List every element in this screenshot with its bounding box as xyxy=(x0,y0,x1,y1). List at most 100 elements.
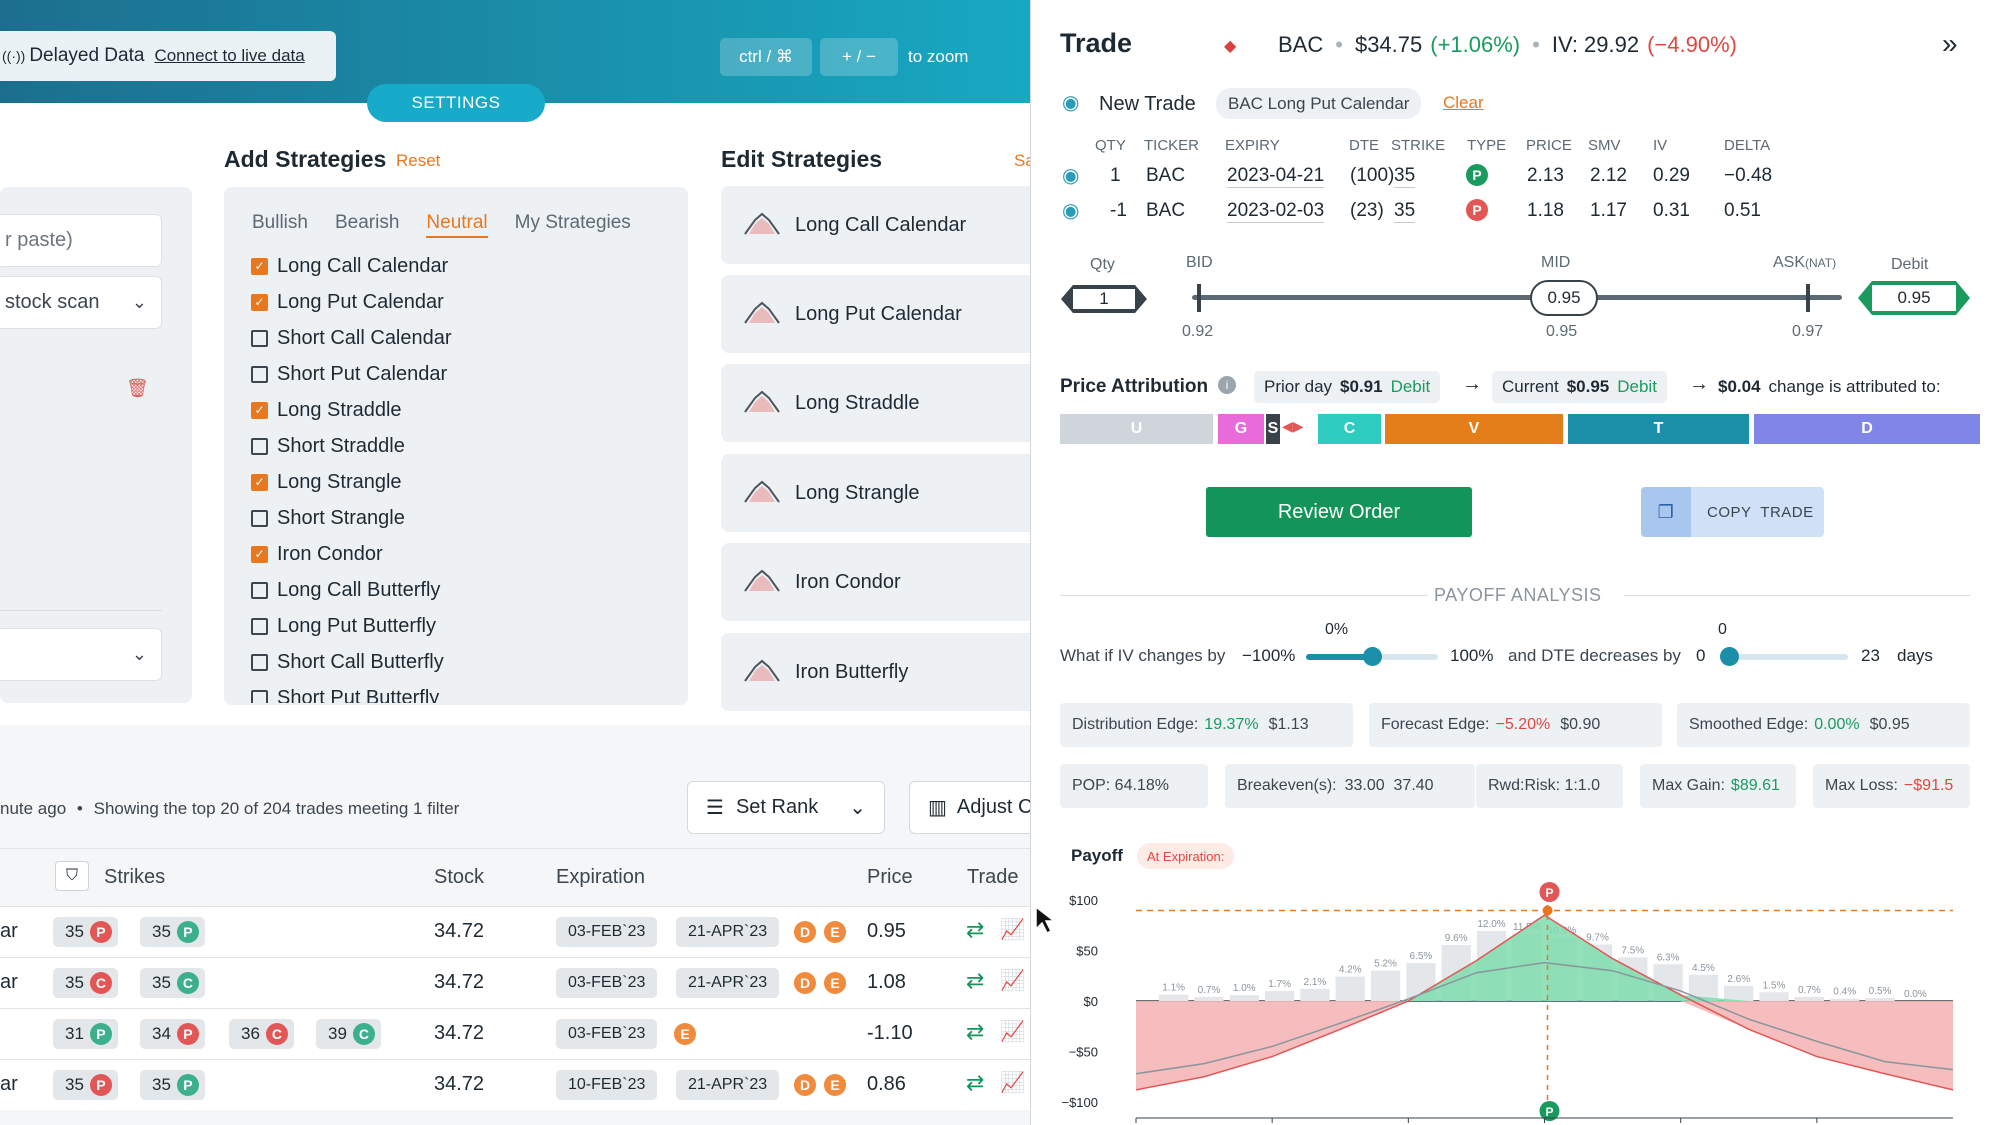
iv-slider-thumb[interactable] xyxy=(1363,647,1382,666)
edit-strategy-card[interactable]: Iron Butterfly xyxy=(721,633,1041,711)
collapse-icon[interactable]: » xyxy=(1942,28,1958,59)
chart-icon[interactable]: 📈 xyxy=(1000,1021,1025,1043)
set-rank-button[interactable]: ☰ Set Rank ⌄ xyxy=(687,781,885,834)
search-input[interactable]: r paste) xyxy=(0,214,162,267)
save-link[interactable]: Sa xyxy=(1014,151,1035,170)
leg-strike[interactable]: 35 xyxy=(1394,165,1416,188)
edit-strategy-card[interactable]: Iron Condor xyxy=(721,543,1041,621)
checkbox[interactable] xyxy=(251,365,268,383)
strategy-option[interactable]: Long Put Butterfly xyxy=(251,608,671,644)
connect-live-link[interactable]: Connect to live data xyxy=(154,46,305,65)
trash-icon[interactable]: 🗑 xyxy=(126,378,149,398)
leg-expiry[interactable]: 2023-02-03 xyxy=(1227,200,1325,223)
col-expiration[interactable]: Expiration xyxy=(556,866,645,888)
checkbox[interactable] xyxy=(251,437,268,455)
checkbox[interactable]: ✓ xyxy=(251,257,268,275)
copy-trade-button[interactable]: ❐ COPY TRADE xyxy=(1641,487,1824,537)
swap-icon[interactable]: ⇄ xyxy=(966,968,985,993)
edit-strategy-card[interactable]: Long Straddle xyxy=(721,364,1041,442)
clear-link[interactable]: Clear xyxy=(1443,93,1484,112)
segment-t[interactable]: T xyxy=(1568,414,1749,444)
strategy-option[interactable]: Short Call Butterfly xyxy=(251,644,671,680)
strategy-option[interactable]: Long Call Butterfly xyxy=(251,572,671,608)
tab-bearish[interactable]: Bearish xyxy=(334,212,400,233)
eye-icon[interactable]: ◉ xyxy=(1062,92,1080,114)
col-trade[interactable]: Trade xyxy=(967,866,1019,888)
earnings-badge[interactable]: E xyxy=(824,1074,846,1096)
at-expiration-badge[interactable]: At Expiration: xyxy=(1137,843,1235,869)
segment-u[interactable]: U xyxy=(1060,414,1213,444)
strategy-option[interactable]: Short Put Butterfly xyxy=(251,680,671,703)
qty-stepper[interactable]: 1 xyxy=(1061,283,1147,315)
filter-icon[interactable]: ⛉ xyxy=(55,861,89,891)
strategy-name-chip[interactable]: BAC Long Put Calendar xyxy=(1216,88,1422,119)
mid-price-handle[interactable]: 0.95 xyxy=(1530,280,1598,316)
checkbox[interactable]: ✓ xyxy=(251,545,268,563)
eye-icon[interactable]: ◉ xyxy=(1062,200,1080,222)
stock-marker-icon[interactable] xyxy=(1539,1101,1560,1121)
segment-v[interactable]: V xyxy=(1385,414,1563,444)
table-row[interactable]: ar 35 P 35 P 34.72 03-FEB`23 21-APR`23 D E 0.95 ⇄ 📈 xyxy=(0,906,1030,957)
dte-slider[interactable] xyxy=(1722,654,1848,660)
col-price[interactable]: Price xyxy=(867,866,913,888)
tab-my-strategies[interactable]: My Strategies xyxy=(514,212,631,233)
dividend-badge[interactable]: D xyxy=(794,921,816,943)
dividend-badge[interactable]: D xyxy=(794,972,816,994)
segment-g[interactable]: G xyxy=(1218,414,1264,444)
table-row[interactable]: 31 P 34 P 36 C 39 C 34.72 03-FEB`23 E -1.10 ⇄ 📈 xyxy=(0,1008,1030,1059)
review-order-button[interactable]: Review Order xyxy=(1206,487,1472,537)
table-row[interactable]: ar 35 C 35 C 34.72 03-FEB`23 21-APR`23 D E 1.08 ⇄ 📈 xyxy=(0,957,1030,1008)
scan-select[interactable]: stock scan ⌄ xyxy=(0,276,162,329)
checkbox[interactable]: ✓ xyxy=(251,401,268,419)
edit-strategy-card[interactable]: Long Call Calendar xyxy=(721,186,1041,264)
price-slider-track[interactable] xyxy=(1192,295,1842,300)
checkbox[interactable] xyxy=(251,653,268,671)
checkbox[interactable] xyxy=(251,689,268,703)
dte-slider-thumb[interactable] xyxy=(1720,647,1739,666)
chart-icon[interactable]: 📈 xyxy=(1000,1072,1025,1094)
reset-link[interactable]: Reset xyxy=(396,151,441,170)
swap-icon[interactable]: ⇄ xyxy=(966,1019,985,1044)
swap-icon[interactable]: ⇄ xyxy=(966,1070,985,1095)
col-strikes[interactable]: Strikes xyxy=(104,866,166,888)
tab-bullish[interactable]: Bullish xyxy=(252,212,308,233)
earnings-badge[interactable]: E xyxy=(824,972,846,994)
earnings-badge[interactable]: E xyxy=(674,1023,696,1045)
edit-strategy-card[interactable]: Long Strangle xyxy=(721,454,1041,532)
swap-icon[interactable]: ⇄ xyxy=(966,917,985,942)
adjust-columns-button[interactable]: ▥ Adjust C xyxy=(909,781,1049,834)
eye-icon[interactable]: ◉ xyxy=(1062,165,1080,187)
checkbox[interactable] xyxy=(251,617,268,635)
col-stock[interactable]: Stock xyxy=(434,866,485,888)
debit-value-box[interactable]: 0.95 xyxy=(1858,280,1970,316)
edit-strategy-card[interactable]: Long Put Calendar xyxy=(721,275,1041,353)
chart-icon[interactable]: 📈 xyxy=(1000,970,1025,992)
strategy-option[interactable]: Short Call Calendar xyxy=(251,320,671,356)
strategy-option[interactable]: ✓ Long Strangle xyxy=(251,464,671,500)
strategy-option[interactable]: Short Strangle xyxy=(251,500,671,536)
segment-s[interactable]: S xyxy=(1266,414,1280,444)
checkbox[interactable] xyxy=(251,509,268,527)
payoff-chart[interactable]: $100 $50 $0 −$50 −$100 1.1% 0.7% 1.0% 1.7% 2.1% 4.… xyxy=(1060,875,1970,1125)
segment-c[interactable]: C xyxy=(1318,414,1381,444)
segment-d[interactable]: D xyxy=(1754,414,1980,444)
expand-arrows-icon[interactable]: ◀▶ xyxy=(1282,418,1304,434)
strategy-option[interactable]: Short Put Calendar xyxy=(251,356,671,392)
chart-icon[interactable]: 📈 xyxy=(1000,919,1025,941)
checkbox[interactable]: ✓ xyxy=(251,473,268,491)
checkbox[interactable] xyxy=(251,329,268,347)
table-row[interactable]: ar 35 P 35 P 34.72 10-FEB`23 21-APR`23 D E 0.86 ⇄ 📈 xyxy=(0,1059,1030,1110)
strategy-option[interactable]: ✓ Long Call Calendar xyxy=(251,248,671,284)
checkbox[interactable] xyxy=(251,581,268,599)
earnings-badge[interactable]: E xyxy=(824,921,846,943)
leg-strike[interactable]: 35 xyxy=(1394,200,1416,223)
tab-neutral[interactable]: Neutral xyxy=(426,212,488,238)
strategy-option[interactable]: ✓ Iron Condor xyxy=(251,536,671,572)
checkbox[interactable]: ✓ xyxy=(251,293,268,311)
leg-expiry[interactable]: 2023-04-21 xyxy=(1227,165,1325,188)
strategy-option[interactable]: ✓ Long Put Calendar xyxy=(251,284,671,320)
strategy-option[interactable]: ✓ Long Straddle xyxy=(251,392,671,428)
leg-qty[interactable]: 1 xyxy=(1110,165,1121,186)
settings-button[interactable]: SETTINGS xyxy=(367,84,545,122)
price-marker-icon[interactable] xyxy=(1539,882,1560,902)
